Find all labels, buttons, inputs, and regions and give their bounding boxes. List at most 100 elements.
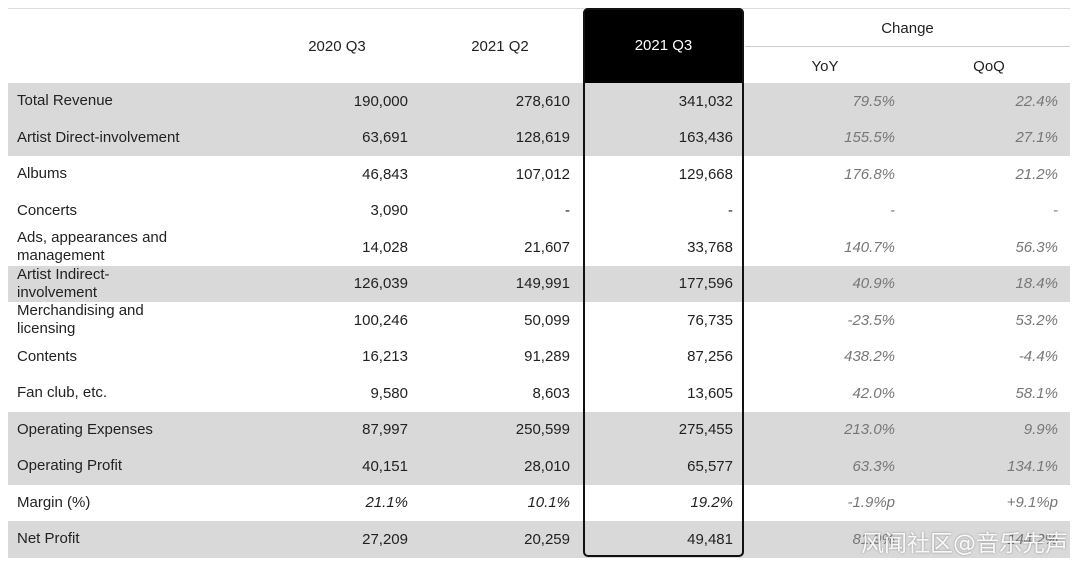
- table-cell: 144.2%: [1007, 530, 1058, 548]
- table-cell: 9,580: [370, 384, 408, 402]
- table-cell: 21.1%: [365, 494, 408, 512]
- table-cell: -: [890, 202, 895, 220]
- row-label: Net Profit: [17, 530, 80, 548]
- table-cell: 76,735: [687, 311, 733, 329]
- row-label: Operating Profit: [17, 457, 123, 475]
- column-header: QoQ: [973, 58, 1005, 75]
- table-cell: 10.1%: [527, 494, 570, 512]
- row-label: Fan club, etc.: [17, 384, 108, 402]
- column-header-highlight: 2021 Q3: [583, 8, 744, 83]
- table-cell: 129,668: [678, 165, 733, 183]
- row-label: Artist Indirect-involvement: [17, 265, 110, 301]
- row-label: Merchandising and licensing: [17, 302, 144, 338]
- table-cell: 190,000: [353, 92, 408, 110]
- table-cell: 177,596: [678, 275, 733, 293]
- table-row: Ads, appearances and management 14,028 21,…: [8, 229, 1070, 266]
- table-cell: 22.4%: [1015, 92, 1058, 110]
- table-cell: 81.9%: [852, 530, 895, 548]
- table-cell: 176.8%: [844, 165, 895, 183]
- table-row: Total Revenue 190,000 278,610 341,032 79.5% 2…: [8, 83, 1070, 120]
- table-cell: 40.9%: [852, 275, 895, 293]
- table-cell: 50,099: [524, 311, 570, 329]
- table-cell: +9.1%p: [1006, 494, 1058, 512]
- table-cell: 155.5%: [844, 129, 895, 147]
- table-cell: 3,090: [370, 202, 408, 220]
- row-label: Albums: [17, 165, 68, 183]
- table-cell: 58.1%: [1015, 384, 1058, 402]
- table-cell: 13,605: [687, 384, 733, 402]
- table-row: Contents 16,213 91,289 87,256 438.2% -4.4%: [8, 339, 1070, 376]
- watermark: 风闻社区@音乐先声: [861, 531, 1068, 557]
- table-cell: 8,603: [532, 384, 570, 402]
- table-cell: 107,012: [515, 165, 570, 183]
- table-cell: 33,768: [687, 238, 733, 256]
- table-cell: 19.2%: [690, 494, 733, 512]
- table-cell: 126,039: [353, 275, 408, 293]
- table-cell: -: [1053, 202, 1058, 220]
- table-cell: 79.5%: [852, 92, 895, 110]
- row-label: Contents: [17, 347, 78, 365]
- table-cell: 250,599: [515, 421, 570, 439]
- table-row: Net Profit 27,209 20,259 49,481 81.9% 144.2%: [8, 521, 1070, 558]
- row-label: Total Revenue: [17, 92, 113, 110]
- table-cell: 53.2%: [1015, 311, 1058, 329]
- column-header: 2020 Q3: [308, 38, 366, 55]
- table-cell: 275,455: [678, 421, 733, 439]
- table-row: Concerts 3,090 - - - -: [8, 193, 1070, 230]
- table-cell: 28,010: [524, 457, 570, 475]
- table-cell: 100,246: [353, 311, 408, 329]
- table-cell: 213.0%: [844, 421, 895, 439]
- table-cell: 56.3%: [1015, 238, 1058, 256]
- table-cell: 278,610: [515, 92, 570, 110]
- table-cell: -: [728, 202, 733, 220]
- table-cell: 163,436: [678, 129, 733, 147]
- row-label: Margin (%): [17, 493, 91, 511]
- table-cell: 21,607: [524, 238, 570, 256]
- table-cell: 63.3%: [852, 457, 895, 475]
- table-cell: 27,209: [362, 530, 408, 548]
- table-row: Artist Indirect-involvement 126,039 149,99…: [8, 265, 1070, 302]
- table-cell: 20,259: [524, 530, 570, 548]
- column-header: 2021 Q2: [471, 38, 529, 55]
- table-cell: 46,843: [362, 165, 408, 183]
- change-header: Change: [881, 20, 934, 37]
- row-label: Artist Direct-involvement: [17, 128, 180, 146]
- table-row: Fan club, etc. 9,580 8,603 13,605 42.0% 58.1%: [8, 375, 1070, 412]
- table-cell: 42.0%: [852, 384, 895, 402]
- table-cell: -23.5%: [847, 311, 895, 329]
- table-row: Merchandising and licensing 100,246 50,099…: [8, 302, 1070, 339]
- table-cell: -4.4%: [1018, 348, 1058, 366]
- row-label: Concerts: [17, 201, 78, 219]
- table-cell: 87,997: [362, 421, 408, 439]
- table-cell: 91,289: [524, 348, 570, 366]
- table-cell: 21.2%: [1015, 165, 1058, 183]
- table-cell: 63,691: [362, 129, 408, 147]
- table-row: Margin (%) 21.1% 10.1% 19.2% -1.9%p +9.1%p: [8, 485, 1070, 522]
- table-row: Artist Direct-involvement 63,691 128,619 16…: [8, 119, 1070, 156]
- column-header: YoY: [811, 58, 839, 75]
- table-cell: 65,577: [687, 457, 733, 475]
- table-cell: 16,213: [362, 348, 408, 366]
- table-cell: 438.2%: [844, 348, 895, 366]
- table-cell: 40,151: [362, 457, 408, 475]
- top-rule: [8, 8, 1070, 9]
- table-cell: 49,481: [687, 530, 733, 548]
- table-cell: 134.1%: [1007, 457, 1058, 475]
- table-row: Operating Profit 40,151 28,010 65,577 63.3% 1…: [8, 448, 1070, 485]
- table-cell: 14,028: [362, 238, 408, 256]
- table-row: Albums 46,843 107,012 129,668 176.8% 21.2%: [8, 156, 1070, 193]
- table-cell: -: [565, 202, 570, 220]
- table-cell: 149,991: [515, 275, 570, 293]
- table-row: Operating Expenses 87,997 250,599 275,455 21…: [8, 411, 1070, 448]
- table-cell: 128,619: [515, 129, 570, 147]
- table-cell: 27.1%: [1015, 129, 1058, 147]
- table-cell: 9.9%: [1023, 421, 1058, 439]
- row-label: Ads, appearances and management: [17, 229, 168, 265]
- table-cell: 341,032: [678, 92, 733, 110]
- table-cell: 140.7%: [844, 238, 895, 256]
- table-cell: -1.9%p: [847, 494, 895, 512]
- table-cell: 18.4%: [1015, 275, 1058, 293]
- header-rule: [745, 46, 1070, 47]
- table-cell: 87,256: [687, 348, 733, 366]
